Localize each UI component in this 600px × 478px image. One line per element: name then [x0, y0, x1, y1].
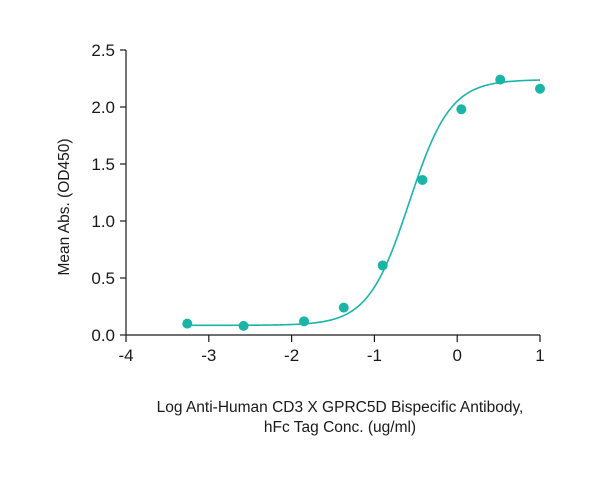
x-tick-label: -1	[367, 346, 382, 365]
x-tick-label: -3	[201, 346, 216, 365]
data-point	[182, 318, 193, 329]
x-axis-title-line-2: hFc Tag Conc. (ug/ml)	[264, 419, 416, 436]
fit-curve-layer	[187, 79, 541, 327]
data-point	[299, 316, 310, 327]
data-point	[456, 104, 467, 115]
data-point	[338, 302, 349, 313]
y-tick-label: 0.5	[91, 269, 115, 288]
y-axis-title: Mean Abs. (OD450)	[56, 139, 73, 276]
y-axis: 0.0 0.5 1.0 1.5 2.0 2.5	[91, 41, 127, 345]
x-tick-label: -2	[284, 346, 299, 365]
data-point	[238, 320, 249, 331]
x-axis-title-line-1: Log Anti-Human CD3 X GPRC5D Bispecific A…	[157, 399, 524, 416]
data-point	[535, 83, 545, 94]
data-point	[495, 74, 506, 85]
x-tick-label: 1	[535, 346, 544, 365]
y-tick-label: 0.0	[91, 326, 115, 345]
data-point	[377, 260, 388, 271]
y-tick-label: 2.0	[91, 98, 115, 117]
y-tick-label: 1.5	[91, 155, 115, 174]
x-tick-label: 0	[452, 346, 461, 365]
x-axis: -4 -3 -2 -1 0 1	[118, 334, 545, 365]
data-points-layer	[182, 74, 545, 331]
y-tick-label: 1.0	[91, 212, 115, 231]
fit-curve	[187, 79, 541, 327]
data-point	[417, 174, 428, 185]
x-tick-label: -4	[118, 346, 133, 365]
y-tick-label: 2.5	[91, 41, 115, 60]
